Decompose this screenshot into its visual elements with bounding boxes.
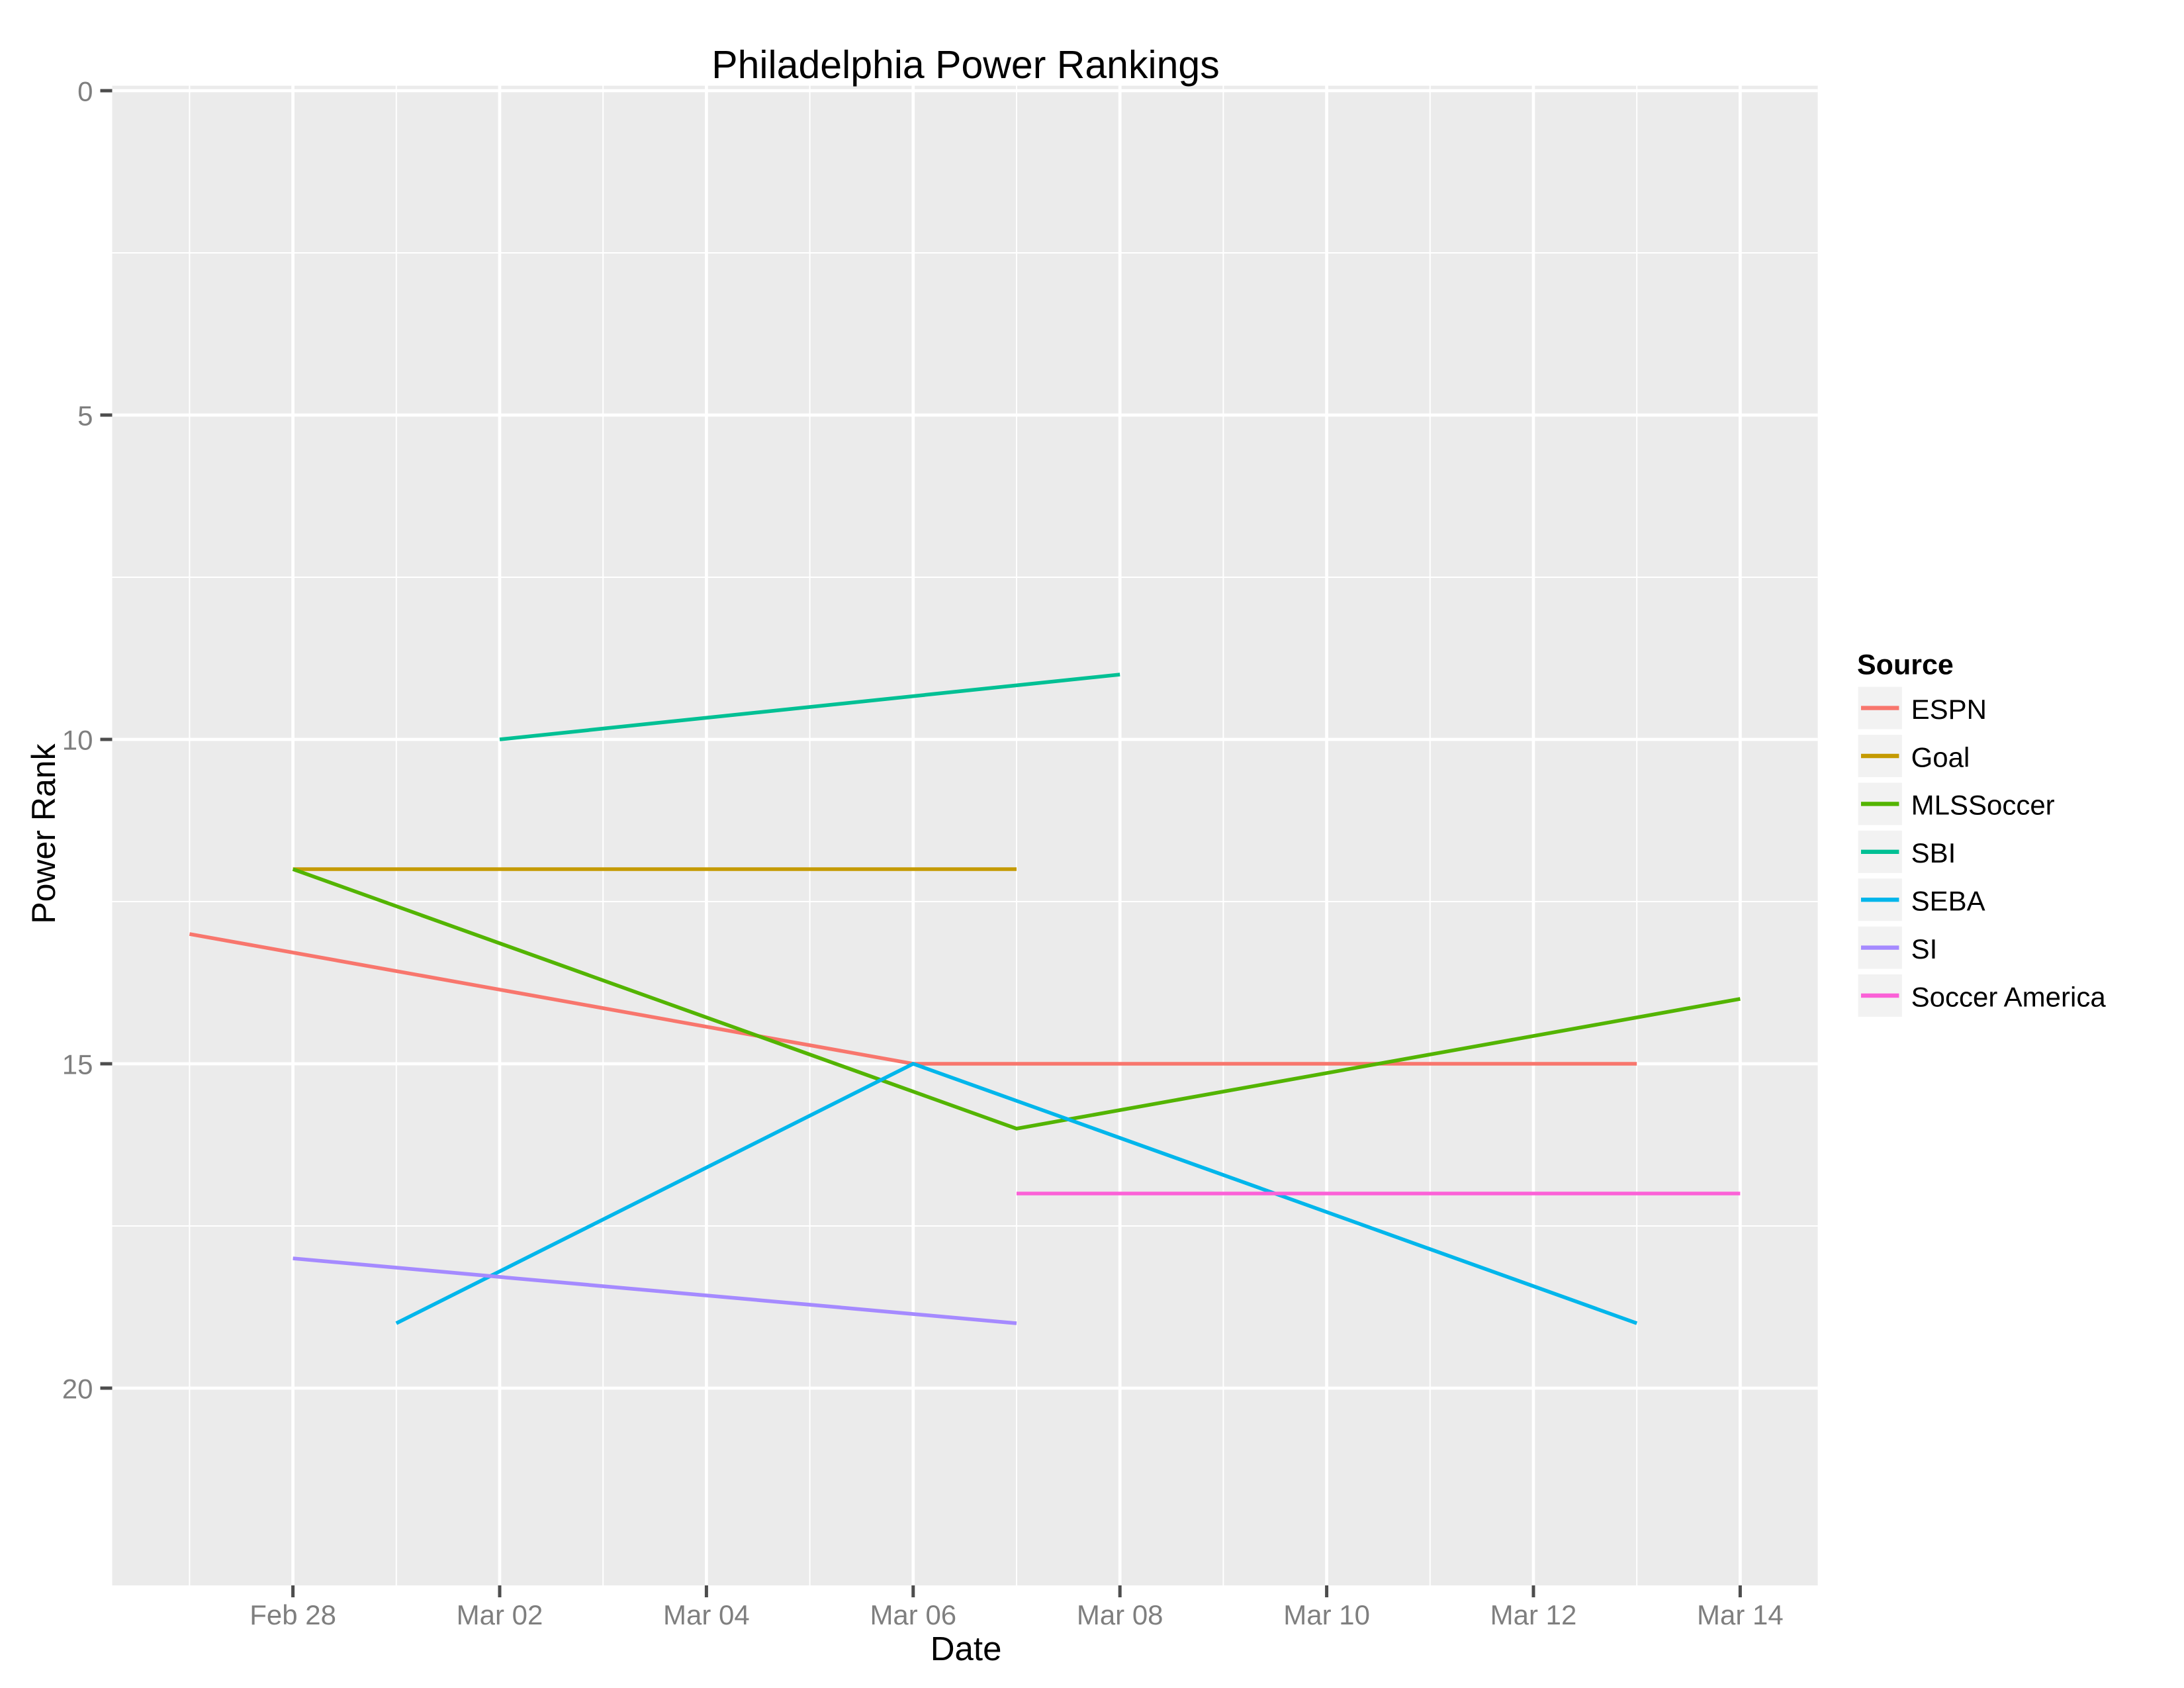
svg-text:Mar 14: Mar 14 bbox=[1697, 1599, 1784, 1630]
svg-text:Mar 02: Mar 02 bbox=[457, 1599, 543, 1630]
svg-text:SBI: SBI bbox=[1911, 837, 1956, 868]
svg-text:Philadelphia Power Rankings: Philadelphia Power Rankings bbox=[711, 43, 1219, 87]
svg-text:Goal: Goal bbox=[1911, 741, 1970, 773]
svg-text:ESPN: ESPN bbox=[1911, 694, 1987, 725]
svg-text:0: 0 bbox=[77, 75, 93, 107]
svg-text:Soccer America: Soccer America bbox=[1911, 981, 2107, 1012]
svg-text:SEBA: SEBA bbox=[1911, 886, 1985, 917]
svg-text:10: 10 bbox=[62, 724, 93, 755]
svg-text:MLSSoccer: MLSSoccer bbox=[1911, 790, 2055, 821]
svg-text:Date: Date bbox=[931, 1630, 1002, 1667]
svg-text:Mar 10: Mar 10 bbox=[1283, 1599, 1370, 1630]
svg-text:Feb 28: Feb 28 bbox=[250, 1599, 336, 1630]
svg-text:Power Rank: Power Rank bbox=[25, 743, 62, 923]
svg-text:Source: Source bbox=[1857, 649, 1954, 681]
svg-text:SI: SI bbox=[1911, 933, 1938, 964]
svg-text:20: 20 bbox=[62, 1373, 93, 1404]
svg-text:5: 5 bbox=[77, 400, 93, 431]
svg-text:Mar 12: Mar 12 bbox=[1490, 1599, 1577, 1630]
svg-text:Mar 06: Mar 06 bbox=[870, 1599, 956, 1630]
svg-text:15: 15 bbox=[62, 1049, 93, 1080]
svg-text:Mar 08: Mar 08 bbox=[1077, 1599, 1163, 1630]
svg-text:Mar 04: Mar 04 bbox=[663, 1599, 750, 1630]
